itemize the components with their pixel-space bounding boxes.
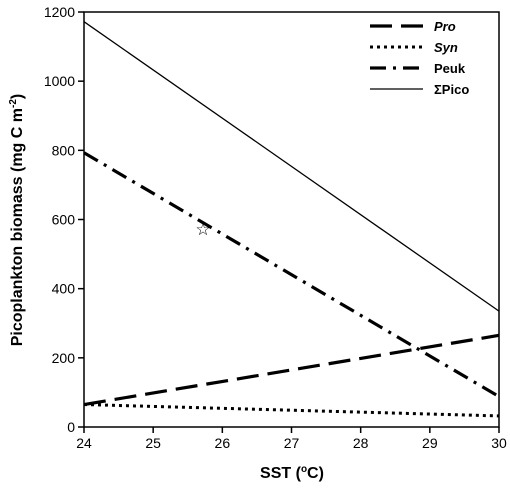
- annotations: ☆: [195, 220, 210, 240]
- ticks: 24 25 26 27 28 29 30 0 200 400 600 800 1000 1200: [44, 4, 507, 451]
- y-axis-title-sup: -2: [8, 99, 19, 108]
- x-axis-title: SST (oC): [260, 464, 324, 482]
- y-tick-label: 800: [52, 142, 76, 158]
- annotation-marker: ☆: [195, 220, 210, 240]
- y-axis-title: Picoplankton biomass (mg C m-2): [8, 94, 26, 347]
- y-tick-label: 1000: [44, 73, 75, 89]
- y-tick-label: 1200: [44, 4, 75, 20]
- y-tick-label: 600: [52, 212, 76, 228]
- legend-label-3: ΣPico: [434, 82, 469, 97]
- series-lines: [83, 21, 500, 418]
- series-line-0: [83, 333, 500, 407]
- series-line-1: [83, 403, 500, 418]
- x-tick-label: 25: [145, 435, 161, 451]
- x-tick-label: 28: [353, 435, 369, 451]
- x-tick-label: 24: [76, 435, 92, 451]
- y-tick-label: 200: [52, 350, 76, 366]
- legend: Pro Syn Peuk ΣPico: [370, 19, 469, 97]
- x-tick-label: 29: [422, 435, 438, 451]
- y-axis-title-end: ): [9, 94, 26, 99]
- legend-label-0: Pro: [434, 19, 456, 34]
- x-axis-title-text: SST (: [260, 465, 302, 482]
- series-line-2: [83, 151, 500, 398]
- x-tick-label: 26: [215, 435, 231, 451]
- legend-label-1: Syn: [434, 40, 458, 55]
- y-axis-title-text: Picoplankton biomass (mg C m: [9, 108, 26, 346]
- y-tick-label: 0: [67, 419, 75, 435]
- x-axis-title-sup: o: [301, 464, 307, 475]
- legend-label-2: Peuk: [434, 61, 466, 76]
- x-tick-label: 27: [284, 435, 300, 451]
- x-tick-label: 30: [491, 435, 507, 451]
- series-line-3: [83, 21, 500, 312]
- x-axis-title-unit: C): [307, 465, 324, 482]
- y-tick-label: 400: [52, 281, 76, 297]
